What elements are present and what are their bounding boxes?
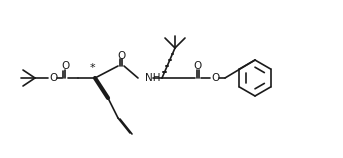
Text: O: O: [61, 61, 69, 71]
Text: O: O: [194, 61, 202, 71]
Text: O: O: [49, 73, 57, 83]
Text: *: *: [89, 63, 95, 73]
Text: O: O: [211, 73, 219, 83]
Text: O: O: [117, 51, 125, 61]
Text: NH: NH: [145, 73, 161, 83]
